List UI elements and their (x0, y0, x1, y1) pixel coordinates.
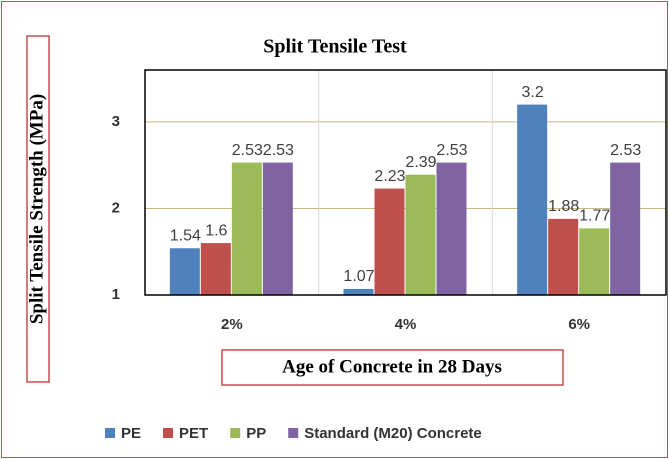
x-tick-label: 6% (568, 316, 590, 333)
bar (231, 162, 262, 295)
data-label: 1.6 (205, 222, 227, 239)
bar (548, 218, 579, 295)
bar (374, 188, 405, 295)
bar (436, 162, 467, 295)
legend-swatch (230, 428, 241, 438)
bar (405, 174, 436, 295)
data-label: 2.53 (610, 142, 641, 159)
plot-border (144, 69, 667, 296)
legend-swatch (163, 428, 174, 438)
bar (169, 248, 200, 295)
data-label: 1.07 (343, 268, 374, 285)
y-tick-label: 2 (112, 199, 120, 216)
legend-label: PET (179, 425, 208, 442)
data-label: 2.23 (374, 168, 405, 185)
legend-swatch (105, 428, 115, 438)
bar (610, 162, 641, 295)
y-tick-label: 3 (112, 113, 120, 130)
data-label: 1.88 (548, 198, 579, 215)
bar (200, 243, 231, 295)
y-axis-label: Split Tensile Strength (MPa) (26, 94, 47, 324)
chart-title: Split Tensile Test (263, 36, 407, 58)
bar (579, 228, 610, 295)
data-label: 1.54 (170, 227, 201, 244)
legend-label: PP (246, 425, 266, 442)
bar (262, 162, 293, 295)
data-label: 1.77 (579, 208, 610, 225)
data-label: 2.53 (232, 142, 263, 159)
x-label-box (221, 349, 564, 386)
data-label: 2.53 (436, 142, 467, 159)
y-label-box (26, 35, 50, 383)
legend-label: PE (121, 425, 141, 442)
legend-label: Standard (M20) Concrete (304, 425, 482, 442)
y-tick-label: 1 (112, 286, 120, 303)
x-tick-label: 2% (221, 316, 243, 333)
data-label: 2.53 (263, 142, 294, 159)
bar (343, 288, 374, 295)
data-label: 3.2 (522, 84, 544, 101)
bar (517, 104, 548, 295)
x-tick-label: 4% (395, 316, 417, 333)
data-label: 2.39 (405, 154, 436, 171)
legend-swatch (288, 428, 299, 438)
x-axis-label: Age of Concrete in 28 Days (282, 356, 502, 377)
